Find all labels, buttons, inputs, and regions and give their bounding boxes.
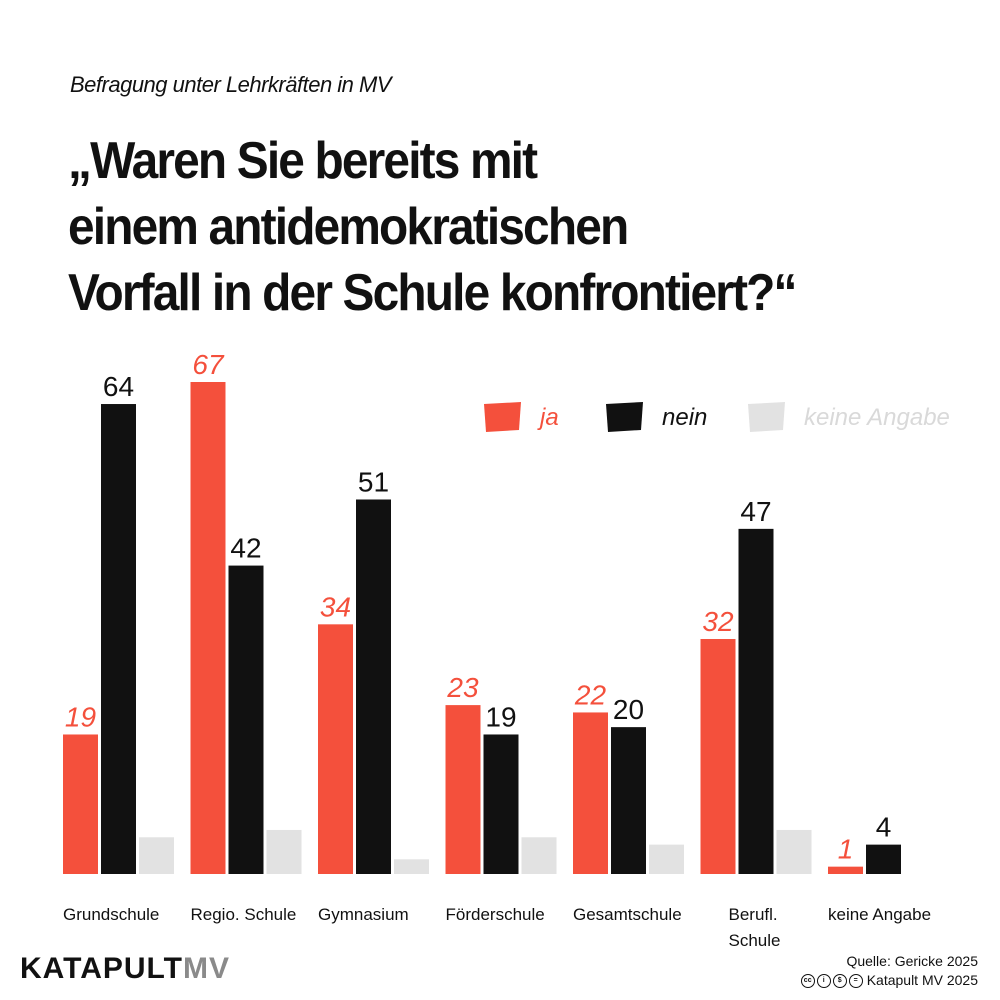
data-label-nein-2: 51 (358, 466, 389, 497)
x-tick-label-1: Regio. Schule (191, 905, 297, 924)
bar-ja-5 (700, 639, 736, 874)
bar-keine-Angabe-4 (649, 844, 684, 874)
data-label-ja-0: 19 (65, 701, 96, 732)
data-label-ja-1: 67 (192, 349, 225, 380)
x-tick-label-6: keine Angabe (828, 905, 931, 924)
x-tick-label-2: Gymnasium (318, 905, 409, 924)
bar-ja-6 (828, 866, 863, 874)
data-label-ja-3: 23 (446, 672, 479, 703)
x-tick-label-5-0: Berufl. (729, 905, 778, 924)
legend-swatch-nein (606, 402, 643, 432)
bar-keine-Angabe-5 (776, 829, 812, 874)
x-tick-label-5-1: Schule (729, 931, 781, 950)
title-line-2: einem antidemokratischen (68, 198, 629, 256)
legend-label-keine-Angabe: keine Angabe (804, 404, 950, 431)
data-label-nein-4: 20 (613, 694, 644, 725)
bar-nein-5 (738, 528, 774, 874)
data-label-nein-0: 64 (103, 371, 134, 402)
bar-nein-3 (483, 734, 519, 874)
legend-swatch-ja (484, 402, 521, 432)
bar-nein-6 (866, 844, 901, 874)
cc-license-icon: cc i $ = (800, 974, 863, 989)
bar-keine-Angabe-1 (266, 829, 302, 874)
bar-ja-3 (445, 705, 481, 874)
bar-ja-4 (573, 712, 608, 874)
bar-nein-4 (611, 727, 646, 874)
bar-keine-Angabe-3 (521, 837, 557, 874)
bar-nein-2 (356, 499, 391, 874)
bar-nein-1 (228, 565, 264, 874)
license-line: cc i $ = Katapult MV 2025 (800, 971, 978, 990)
bar-ja-2 (318, 624, 353, 874)
title-line-3: Vorfall in der Schule konfrontiert?“ (68, 264, 797, 322)
title-line-1: „Waren Sie bereits mit (68, 132, 538, 190)
source-text: Quelle: Gericke 2025 (846, 953, 978, 969)
chart-subtitle: Befragung unter Lehrkräften in MV (70, 72, 392, 97)
data-label-ja-2: 34 (320, 591, 351, 622)
x-tick-label-4: Gesamtschule (573, 905, 682, 924)
data-label-nein-3: 19 (485, 701, 516, 732)
legend-label-ja: ja (537, 404, 559, 431)
logo-text: KATAPULT (20, 952, 183, 985)
data-label-ja-4: 22 (574, 679, 607, 710)
bar-keine-Angabe-2 (394, 859, 429, 874)
data-label-ja-5: 32 (702, 606, 734, 637)
x-tick-label-3: Förderschule (446, 905, 545, 924)
data-label-nein-1: 42 (230, 533, 261, 564)
legend-label-nein: nein (662, 404, 707, 431)
bar-keine-Angabe-0 (139, 837, 174, 874)
data-label-nein-6: 4 (876, 812, 892, 843)
bar-ja-0 (63, 734, 98, 874)
data-label-ja-6: 1 (838, 834, 854, 865)
legend-swatch-keine-Angabe (748, 402, 785, 432)
data-label-nein-5: 47 (740, 496, 771, 527)
source-block: Quelle: Gericke 2025 cc i $ = Katapult MV 20… (800, 952, 978, 990)
license-text: Katapult MV 2025 (866, 972, 978, 988)
bar-ja-1 (190, 382, 226, 874)
chart-title: „Waren Sie bereits mit einem antidemokra… (68, 128, 896, 326)
logo-suffix: MV (182, 952, 230, 985)
katapult-logo: KATAPULTMV (20, 952, 230, 986)
x-tick-label-0: Grundschule (63, 905, 159, 924)
bar-nein-0 (101, 404, 136, 874)
